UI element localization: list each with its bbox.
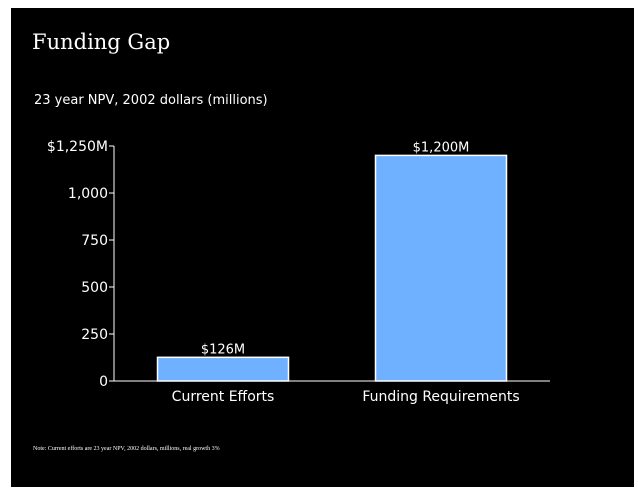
y-tick-label-4: 750 [81,233,108,249]
y-tick-label-1: 0 [99,374,108,390]
bar-2 [374,154,508,382]
y-tick-label-6: $1,250M [47,139,108,155]
bar-chart: $126M Current Efforts $1,200M Funding Requi… [47,139,550,405]
footnote: Note: Current efforts are 23 year NPV, 2… [33,446,220,452]
x-tick-label-2: Funding Requirements [362,389,519,405]
data-label-1: $126M [201,342,245,357]
y-tick-label-3: 500 [81,280,108,296]
x-tick-label-1: Current Efforts [172,389,275,405]
y-tick-label-5: 1,000 [68,186,108,202]
data-label-2: $1,200M [413,140,470,155]
slide-title: Funding Gap [32,30,171,54]
y-tick-label-2: 250 [81,327,108,343]
slide: Funding Gap 23 year NPV, 2002 dollars (m… [11,8,634,487]
bar-1 [156,356,290,382]
chart-subtitle: 23 year NPV, 2002 dollars (millions) [34,93,268,108]
